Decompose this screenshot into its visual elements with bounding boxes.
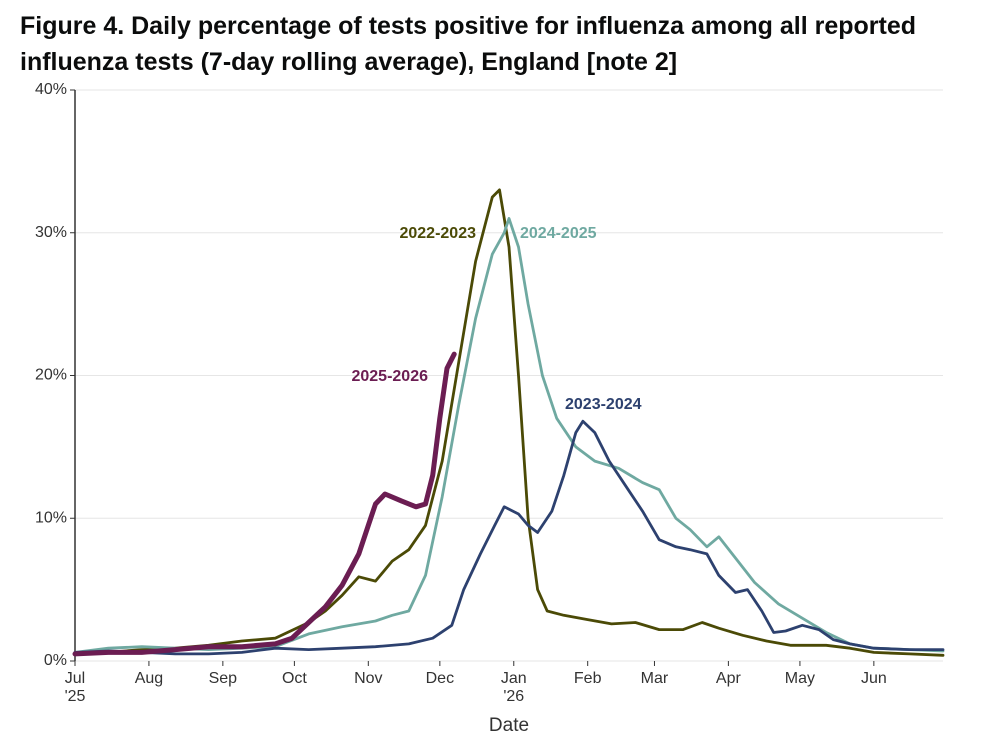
x-tick-label: Jan '26 (501, 670, 527, 705)
x-tick-label: Feb (574, 670, 602, 687)
series-label: 2025-2026 (351, 368, 428, 385)
y-tick-label: 30% (35, 224, 67, 241)
y-tick-label: 40% (35, 81, 67, 98)
series-line (73, 217, 945, 654)
series-line (73, 419, 945, 656)
x-axis-label: Date (489, 715, 529, 736)
series-label: 2023-2024 (565, 396, 642, 413)
series-label: 2022-2023 (399, 225, 476, 242)
series-line (72, 351, 457, 657)
x-tick-label: May (785, 670, 815, 687)
x-tick-label: Jul '25 (65, 670, 86, 705)
x-tick-label: Nov (354, 670, 382, 687)
x-tick-label: Sep (209, 670, 238, 687)
chart-title: Figure 4. Daily percentage of tests posi… (20, 12, 917, 76)
x-tick-label: Aug (135, 670, 163, 687)
y-tick-label: 10% (35, 509, 67, 526)
x-tick-label: Mar (641, 670, 669, 687)
series-label: 2024-2025 (520, 225, 597, 242)
series-line (73, 188, 945, 657)
x-tick-label: Dec (426, 670, 454, 687)
x-tick-label: Oct (282, 670, 307, 687)
y-tick-label: 0% (44, 652, 67, 669)
x-tick-label: Jun (861, 670, 887, 687)
y-tick-label: 20% (35, 367, 67, 384)
x-tick-label: Apr (716, 670, 742, 687)
